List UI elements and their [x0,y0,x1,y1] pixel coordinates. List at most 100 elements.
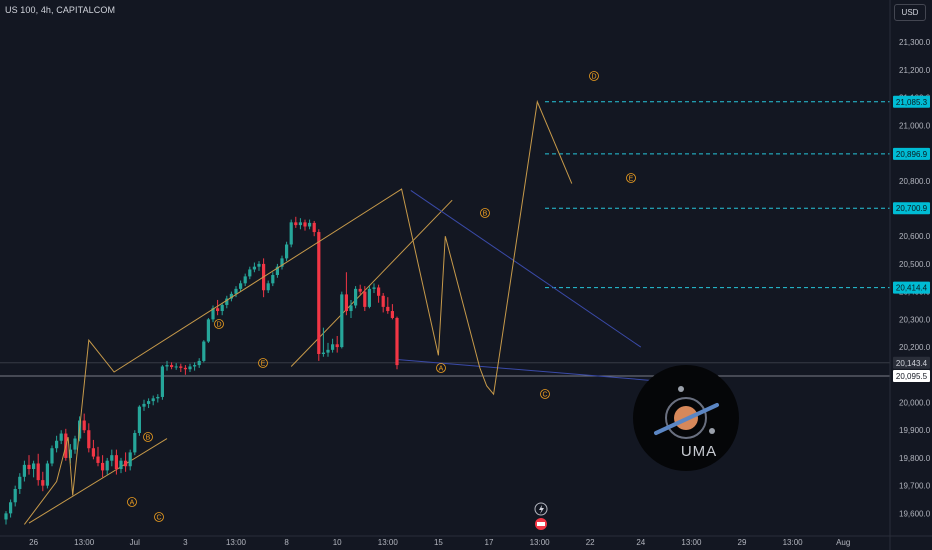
candle-body[interactable] [211,308,215,320]
candle-body[interactable] [229,293,233,299]
candle-body[interactable] [271,275,275,284]
candle-body[interactable] [206,319,210,342]
currency-button[interactable]: USD [894,4,926,21]
candle-body[interactable] [243,276,247,284]
candle-body[interactable] [303,222,307,227]
down-trendline[interactable] [410,190,642,348]
candle-body[interactable] [124,460,128,467]
candle-body[interactable] [275,266,279,275]
candle-body[interactable] [170,365,174,368]
up-trendline-1[interactable] [28,438,168,524]
symbol-title[interactable]: US 100, 4h, CAPITALCOM [5,5,116,15]
candle-body[interactable] [160,366,164,397]
candle-body[interactable] [298,222,302,226]
candle-body[interactable] [96,456,100,463]
candle-body[interactable] [363,291,367,307]
wave-projection-path[interactable] [23,99,573,525]
candle-body[interactable] [344,294,348,312]
candle-body[interactable] [354,288,358,306]
bottom-icons [534,502,548,530]
candle-body[interactable] [280,258,284,267]
candle-body[interactable] [110,455,114,461]
candle-body[interactable] [381,295,385,307]
candle-body[interactable] [216,308,220,312]
candle-body[interactable] [317,232,321,354]
candle-body[interactable] [285,244,289,259]
candle-body[interactable] [13,488,17,503]
candle-body[interactable] [340,294,344,348]
candle-body[interactable] [335,344,339,348]
candle-body[interactable] [312,222,316,233]
candle-body[interactable] [128,452,132,467]
candle-body[interactable] [156,396,160,399]
candle-body[interactable] [18,476,22,489]
candle-body[interactable] [147,401,151,404]
candle-body[interactable] [68,449,72,458]
candle-body[interactable] [82,420,86,431]
candle-body[interactable] [101,462,105,471]
candle-body[interactable] [390,311,394,318]
price-tick-label: 20,000.0 [899,399,931,408]
support-trendline[interactable] [396,359,651,381]
candle-body[interactable] [114,455,118,470]
candle-body[interactable] [358,288,362,292]
candle-body[interactable] [395,317,399,366]
candle-body[interactable] [45,463,49,486]
candle-body[interactable] [41,480,45,486]
candle-body[interactable] [55,440,59,449]
candle-body[interactable] [193,365,197,367]
wave-label: A [439,366,444,373]
candle-body[interactable] [27,464,31,470]
candle-body[interactable] [248,269,252,277]
candle-body[interactable] [234,288,238,294]
candle-body[interactable] [183,367,187,370]
candle-body[interactable] [50,448,54,464]
candle-body[interactable] [202,341,206,361]
candle-body[interactable] [4,513,8,520]
candle-body[interactable] [165,365,169,367]
candle-body[interactable] [174,366,178,368]
candle-body[interactable] [197,360,201,366]
time-tick-label: Aug [836,538,850,547]
candle-body[interactable] [188,366,192,370]
level-price-tag-bg [893,95,930,108]
candle-body[interactable] [137,406,141,433]
candle-body[interactable] [91,448,95,457]
wave-label-ring [436,363,446,373]
candle-body[interactable] [119,460,123,470]
candle-body[interactable] [367,288,371,307]
candle-body[interactable] [349,305,353,312]
candle-body[interactable] [321,352,325,354]
candle-body[interactable] [9,502,13,514]
candle-body[interactable] [257,263,261,267]
candle-body[interactable] [386,306,390,312]
candle-body[interactable] [239,283,243,289]
time-axis: 26 13:00 Jul 3 13:00 8 10 13:00 15 17 13:00 22 24 13:… [0,535,932,547]
candle-body[interactable] [59,433,63,441]
candle-body[interactable] [36,463,40,481]
candle-body[interactable] [105,460,109,471]
candle-body[interactable] [252,266,256,270]
candle-body[interactable] [326,349,330,353]
candle-body[interactable] [377,287,381,296]
candle-body[interactable] [289,222,293,245]
candle-body[interactable] [87,430,91,449]
candle-body[interactable] [179,366,183,368]
candle-body[interactable] [266,283,270,291]
candle-body[interactable] [331,344,335,350]
candle-body[interactable] [372,287,376,289]
candle-body[interactable] [294,222,298,226]
time-tick-label: 22 [586,538,595,547]
candle-body[interactable] [32,463,36,470]
candle-body[interactable] [151,398,155,402]
candle-body[interactable] [225,298,229,305]
candle-body[interactable] [22,464,26,477]
candle-body[interactable] [308,222,312,227]
candle-body[interactable] [220,304,224,312]
candle-body[interactable] [142,403,146,407]
crosshair-price-tag-bg [893,370,930,383]
candle-body[interactable] [73,438,77,450]
candle-body[interactable] [133,432,137,453]
